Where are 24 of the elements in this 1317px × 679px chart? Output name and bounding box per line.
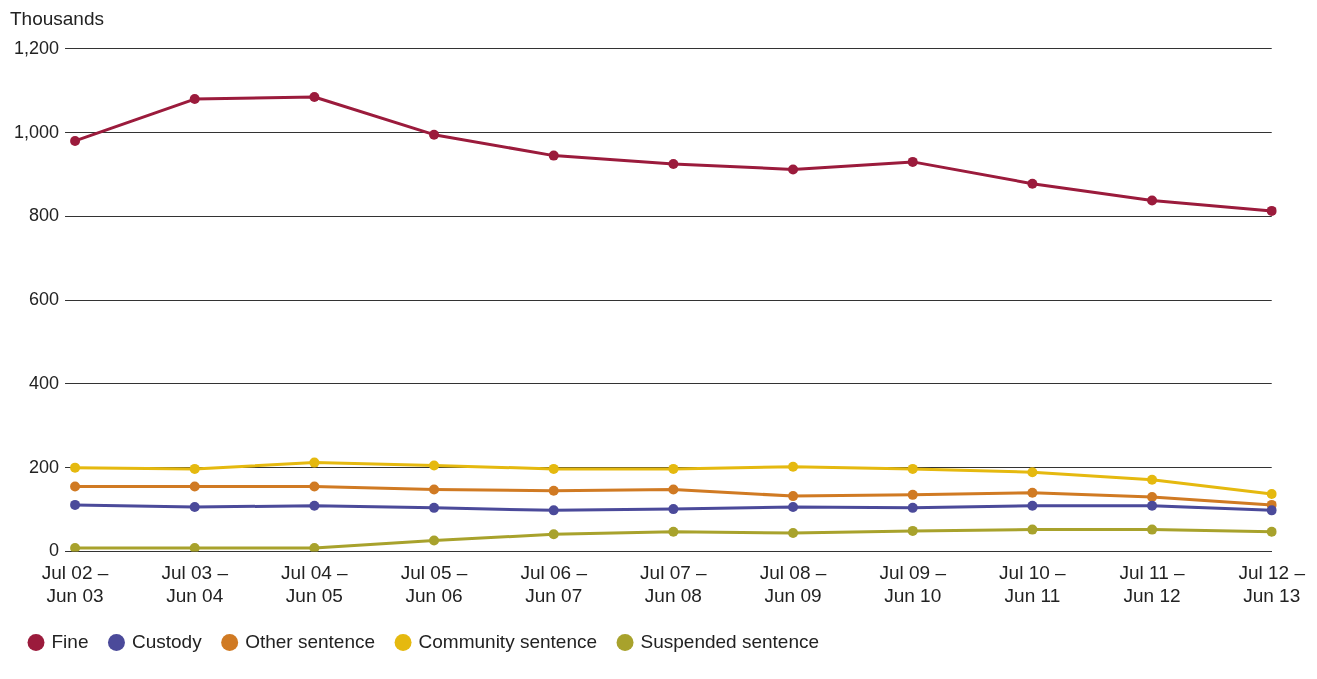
x-tick-label: Jul 10 – Jun 11 xyxy=(999,562,1067,606)
y-tick-label: 400 xyxy=(29,372,60,393)
x-tick-label: Jul 06 – Jun 07 xyxy=(520,562,588,606)
y-tick-label: 1,000 xyxy=(14,121,60,142)
y-tick-label: 800 xyxy=(29,205,60,226)
x-tick-label: Jul 12 – Jun 13 xyxy=(1238,562,1306,606)
x-tick-label: Jul 07 – Jun 08 xyxy=(640,562,708,606)
legend-label: Custody xyxy=(131,630,203,652)
legend-label: Community sentence xyxy=(418,630,598,652)
x-tick-label: Jul 04 – Jun 05 xyxy=(281,562,349,606)
x-tick-label: Jul 05 – Jun 06 xyxy=(400,562,468,606)
legend-label: Other sentence xyxy=(245,630,376,652)
x-tick-label: Jul 08 – Jun 09 xyxy=(759,562,827,606)
x-tick-label: Jul 02 – Jun 03 xyxy=(41,562,109,606)
x-tick-label: Jul 09 – Jun 10 xyxy=(879,562,947,606)
x-tick-label: Jul 11 – Jun 12 xyxy=(1119,562,1186,606)
y-tick-label: 0 xyxy=(49,540,60,561)
y-tick-label: 200 xyxy=(29,456,60,477)
y-tick-label: 1,200 xyxy=(14,37,60,58)
legend-label: Suspended sentence xyxy=(640,630,820,652)
y-axis-title: Thousands xyxy=(10,8,105,30)
legend-label: Fine xyxy=(51,630,89,652)
y-tick-label: 600 xyxy=(29,289,60,310)
x-tick-label: Jul 03 – Jun 04 xyxy=(161,562,229,606)
